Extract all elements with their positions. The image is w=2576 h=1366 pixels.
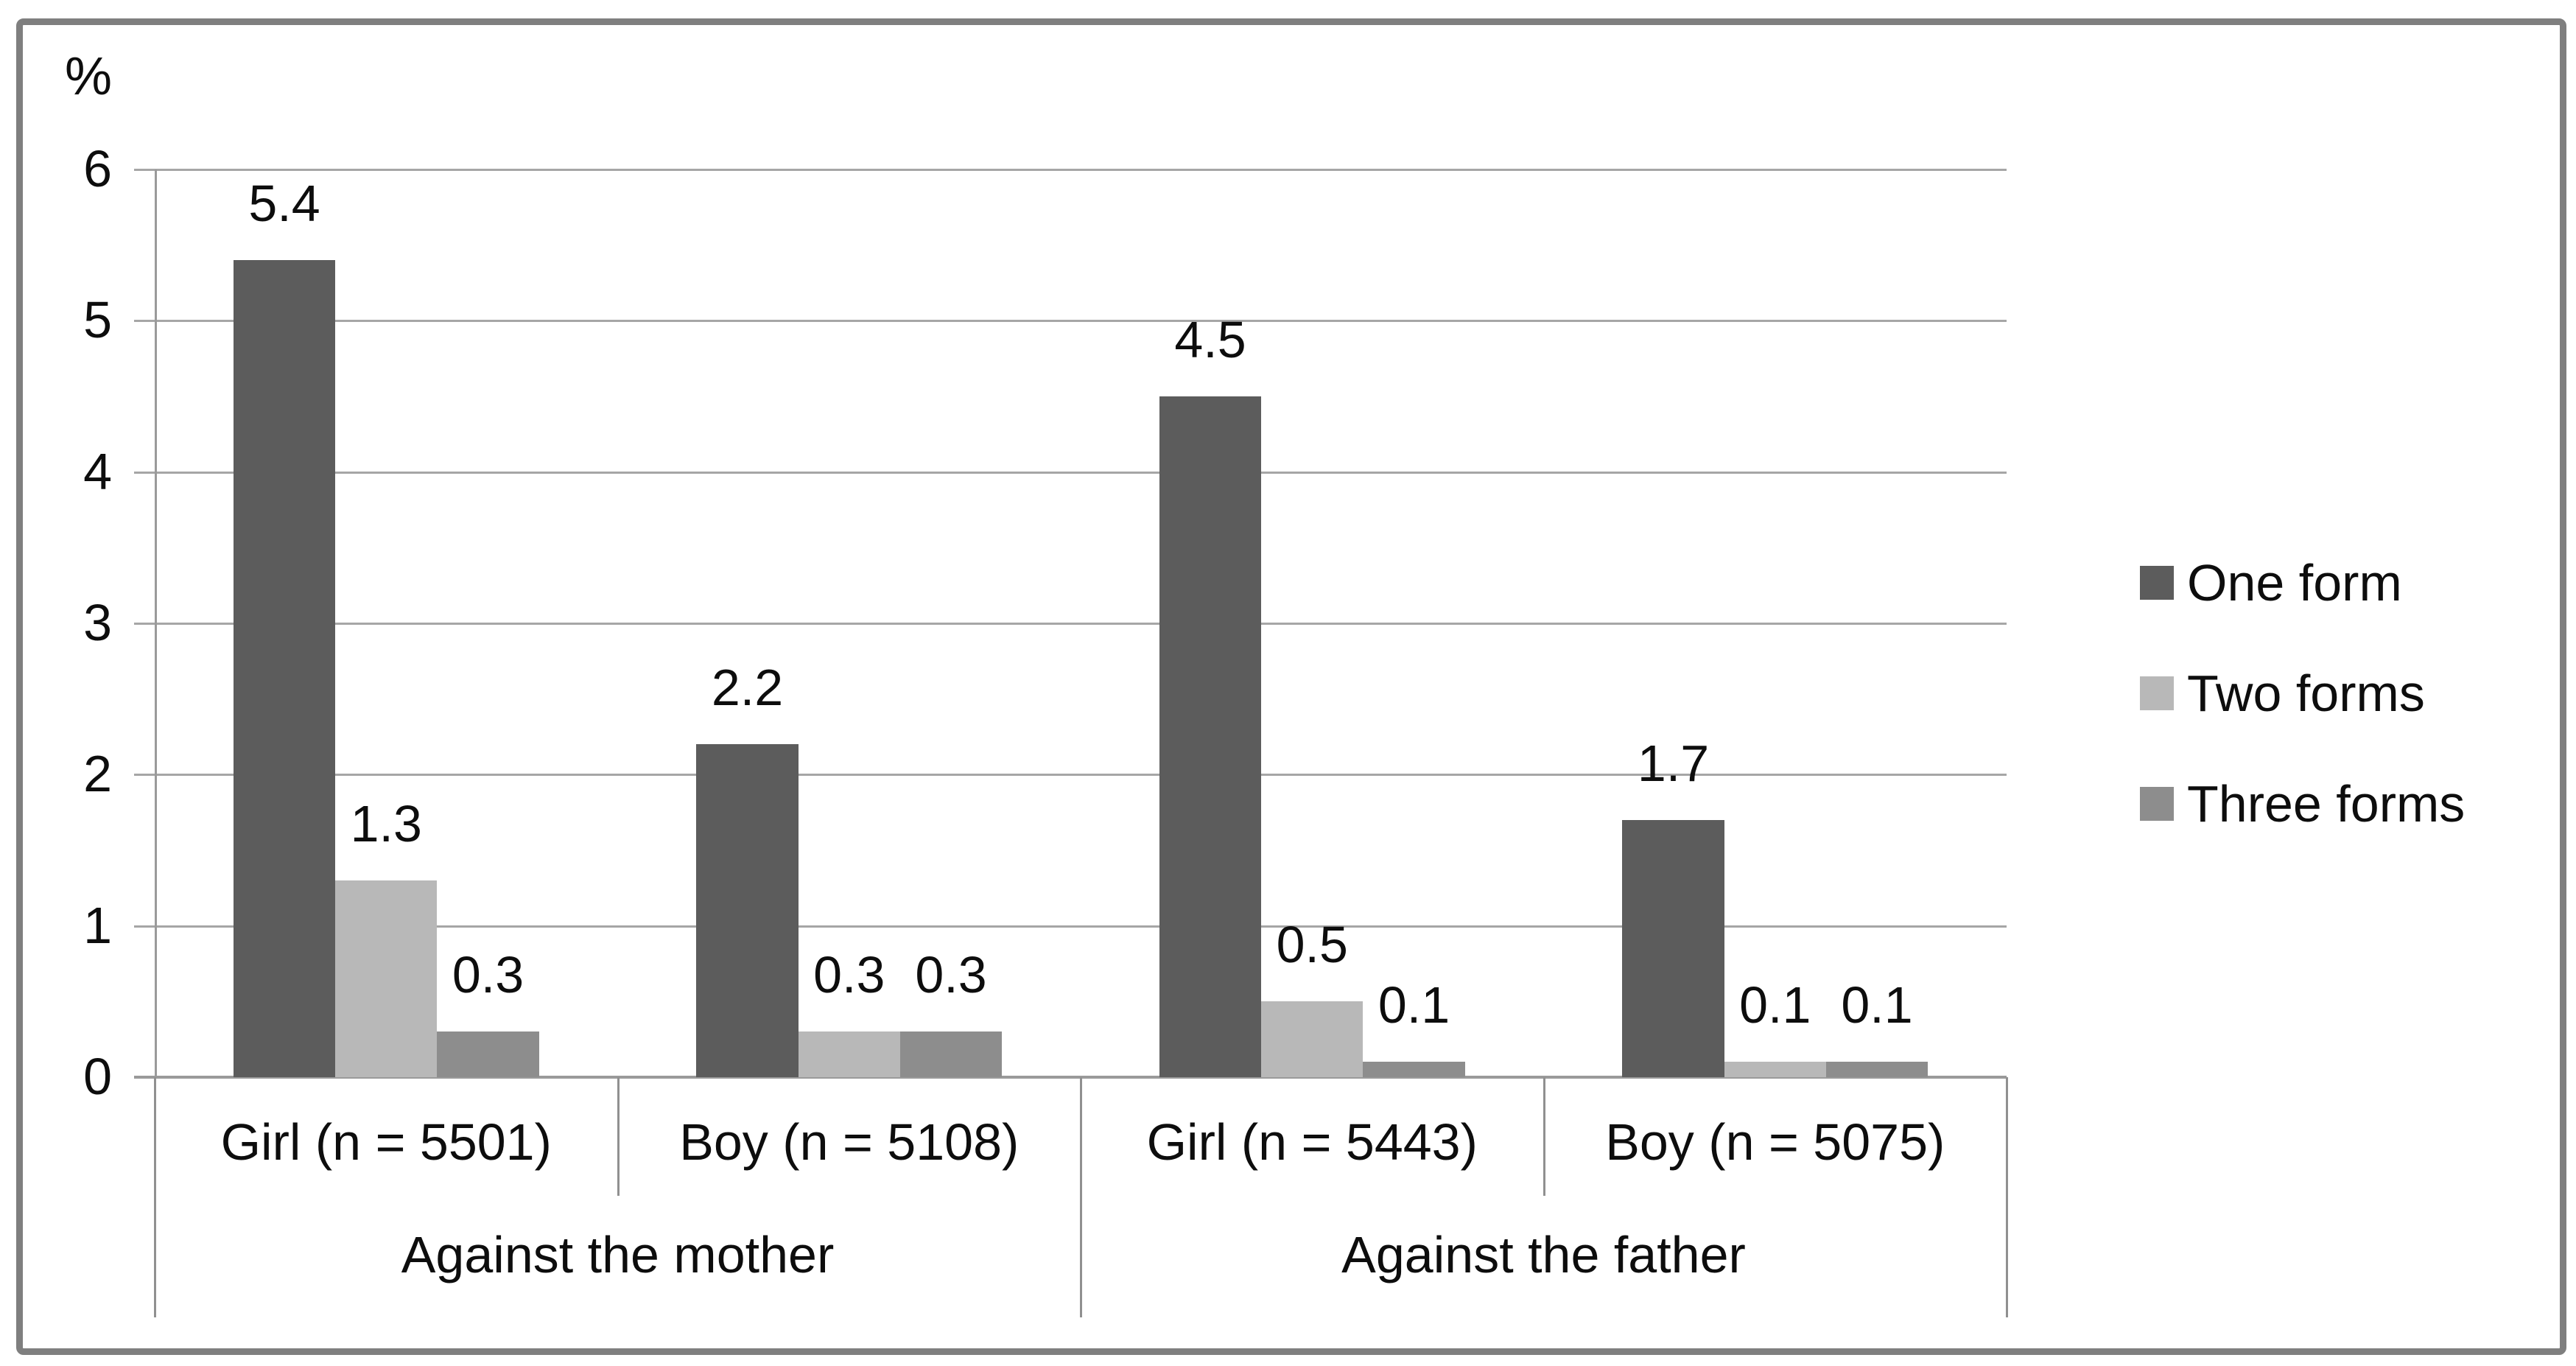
category-group-divider xyxy=(2006,1077,2008,1317)
category-divider xyxy=(1543,1077,1545,1196)
y-axis-unit-label: % xyxy=(65,47,113,106)
y-tick-label: 1 xyxy=(83,896,112,954)
category-group-label: Against the mother xyxy=(401,1226,835,1283)
category-group-divider xyxy=(154,1077,156,1317)
bar-three-forms xyxy=(437,1031,539,1077)
gridline xyxy=(134,320,2007,323)
category-label: Boy (n = 5075) xyxy=(1605,1113,1945,1171)
value-label: 0.1 xyxy=(1841,976,1913,1034)
bar-three-forms xyxy=(1363,1062,1465,1077)
bar-one-form xyxy=(1622,819,1724,1077)
bar-one-form xyxy=(233,260,336,1077)
gridline xyxy=(134,623,2007,625)
legend-item: Two forms xyxy=(2140,668,2425,719)
legend-label: One form xyxy=(2187,554,2402,612)
y-tick-label: 5 xyxy=(83,291,112,349)
legend-item: Three forms xyxy=(2140,778,2465,830)
y-tick-label: 6 xyxy=(83,140,112,197)
legend-swatch xyxy=(2140,566,2174,600)
chart-frame-border xyxy=(16,18,2566,1355)
y-tick-label: 0 xyxy=(83,1048,112,1105)
value-label: 5.4 xyxy=(248,175,320,233)
bar-two-forms xyxy=(798,1031,900,1077)
category-label: Boy (n = 5108) xyxy=(679,1113,1019,1171)
legend-item: One form xyxy=(2140,557,2402,609)
value-label: 2.2 xyxy=(711,659,784,717)
bar-three-forms xyxy=(899,1031,1003,1077)
value-label: 0.5 xyxy=(1276,916,1348,974)
category-divider xyxy=(617,1077,620,1196)
x-axis-line xyxy=(134,1076,2007,1079)
y-tick-label: 4 xyxy=(83,442,112,500)
legend-swatch xyxy=(2140,676,2174,710)
bar-one-form xyxy=(696,744,799,1077)
category-label: Girl (n = 5501) xyxy=(220,1113,552,1171)
value-label: 0.3 xyxy=(813,946,885,1004)
value-label: 0.3 xyxy=(452,946,524,1004)
legend-swatch xyxy=(2140,787,2174,821)
y-tick-label: 2 xyxy=(83,745,112,803)
value-label: 4.5 xyxy=(1174,311,1246,368)
gridline xyxy=(134,471,2007,474)
value-label: 1.7 xyxy=(1637,734,1710,792)
bar-two-forms xyxy=(1261,1001,1364,1077)
bar-two-forms xyxy=(1724,1062,1826,1077)
gridline xyxy=(134,925,2007,928)
value-label: 0.1 xyxy=(1739,976,1811,1034)
category-label: Girl (n = 5443) xyxy=(1146,1113,1478,1171)
category-group-label: Against the father xyxy=(1341,1226,1746,1283)
y-axis-line xyxy=(155,169,157,1077)
category-group-divider xyxy=(1080,1077,1082,1317)
value-label: 1.3 xyxy=(350,795,422,853)
gridline xyxy=(134,169,2007,171)
value-label: 0.3 xyxy=(915,946,987,1004)
bar-two-forms xyxy=(335,880,438,1077)
bar-three-forms xyxy=(1825,1062,1929,1077)
legend-label: Two forms xyxy=(2187,665,2425,722)
legend-label: Three forms xyxy=(2187,775,2466,833)
bar-one-form xyxy=(1159,396,1262,1077)
gridline xyxy=(134,774,2007,777)
y-tick-label: 3 xyxy=(83,594,112,651)
value-label: 0.1 xyxy=(1378,976,1450,1034)
